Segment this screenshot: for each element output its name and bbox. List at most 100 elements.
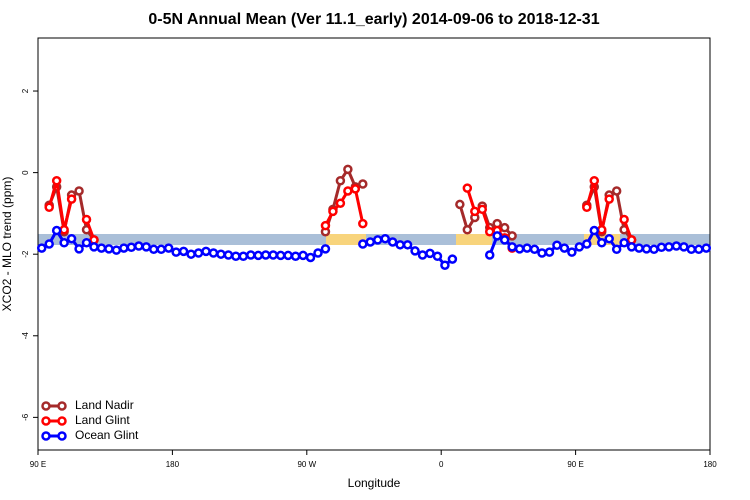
- x-tick-label: 180: [703, 460, 717, 469]
- point: [611, 186, 622, 196]
- point: [208, 248, 219, 258]
- plot-frame: [37, 37, 711, 451]
- point: [104, 244, 114, 254]
- point: [59, 238, 69, 248]
- point: [275, 250, 286, 261]
- y-tick-label: 2: [21, 88, 30, 93]
- point: [619, 214, 629, 225]
- point: [126, 242, 137, 253]
- point: [320, 220, 331, 231]
- point: [156, 244, 166, 255]
- point: [171, 247, 181, 257]
- chart-title: 0-5N Annual Mean (Ver 11.1_early) 2014-0…: [148, 11, 599, 28]
- point: [387, 237, 398, 247]
- point: [320, 244, 331, 254]
- point: [358, 239, 368, 249]
- point: [313, 248, 323, 258]
- point: [552, 240, 562, 250]
- point: [51, 225, 62, 236]
- y-tick-label: -4: [21, 332, 30, 340]
- point: [462, 183, 473, 193]
- point: [701, 243, 712, 253]
- point: [582, 239, 592, 249]
- point: [253, 250, 264, 261]
- point: [544, 247, 555, 257]
- point: [74, 186, 84, 196]
- point: [582, 202, 592, 213]
- point: [36, 243, 47, 253]
- point: [231, 251, 241, 261]
- point: [499, 222, 510, 233]
- point: [395, 240, 405, 250]
- x-axis-label: Longitude: [348, 476, 401, 490]
- point: [589, 225, 600, 236]
- legend-label: Land Glint: [75, 413, 130, 427]
- point: [694, 244, 704, 255]
- series-line: [47, 180, 74, 231]
- point: [686, 244, 697, 255]
- point: [178, 246, 189, 257]
- point: [66, 233, 77, 244]
- legend-marker: [57, 416, 67, 426]
- point: [626, 242, 637, 252]
- point: [223, 250, 234, 260]
- land-band: [326, 234, 366, 245]
- point: [216, 249, 226, 259]
- legend-marker: [41, 401, 51, 411]
- point: [649, 244, 659, 255]
- point: [335, 198, 346, 208]
- legend-marker: [57, 401, 67, 411]
- y-tick-label: -6: [21, 413, 30, 421]
- point: [619, 238, 629, 248]
- legend-marker: [57, 431, 67, 441]
- point: [559, 243, 570, 253]
- point: [66, 194, 77, 204]
- series: [44, 176, 637, 253]
- point: [484, 250, 495, 260]
- point: [343, 186, 353, 196]
- x-tick-label: 90 E: [30, 460, 46, 469]
- point: [51, 176, 62, 186]
- point: [417, 250, 428, 260]
- legend-label: Land Nadir: [75, 398, 134, 412]
- point: [74, 244, 84, 254]
- point: [201, 246, 211, 257]
- series: [36, 225, 712, 270]
- point: [664, 242, 674, 252]
- point: [574, 242, 585, 252]
- point: [59, 224, 69, 235]
- point: [671, 241, 682, 251]
- point: [134, 241, 144, 251]
- y-tick-label: -2: [21, 250, 30, 258]
- point: [522, 243, 532, 253]
- point: [365, 237, 376, 247]
- point: [81, 238, 92, 248]
- point: [477, 204, 488, 215]
- point: [470, 206, 480, 217]
- point: [462, 224, 473, 235]
- point: [641, 244, 652, 254]
- point: [425, 248, 435, 259]
- point: [514, 244, 525, 254]
- point: [119, 243, 129, 253]
- point: [402, 240, 413, 250]
- land-band: [456, 234, 492, 245]
- legend-item: Land Nadir: [41, 398, 134, 412]
- point: [238, 251, 249, 261]
- point: [679, 242, 689, 252]
- point: [432, 251, 443, 261]
- x-tick-label: 90 E: [567, 460, 583, 469]
- point: [589, 176, 600, 186]
- legend-marker: [41, 416, 51, 426]
- series-line: [585, 180, 611, 231]
- point: [611, 244, 622, 255]
- point: [193, 248, 204, 258]
- point: [186, 249, 196, 259]
- point: [44, 202, 54, 213]
- point: [492, 231, 502, 241]
- y-tick-label: 0: [21, 170, 30, 175]
- x-tick-label: 0: [439, 460, 444, 469]
- point: [604, 233, 614, 244]
